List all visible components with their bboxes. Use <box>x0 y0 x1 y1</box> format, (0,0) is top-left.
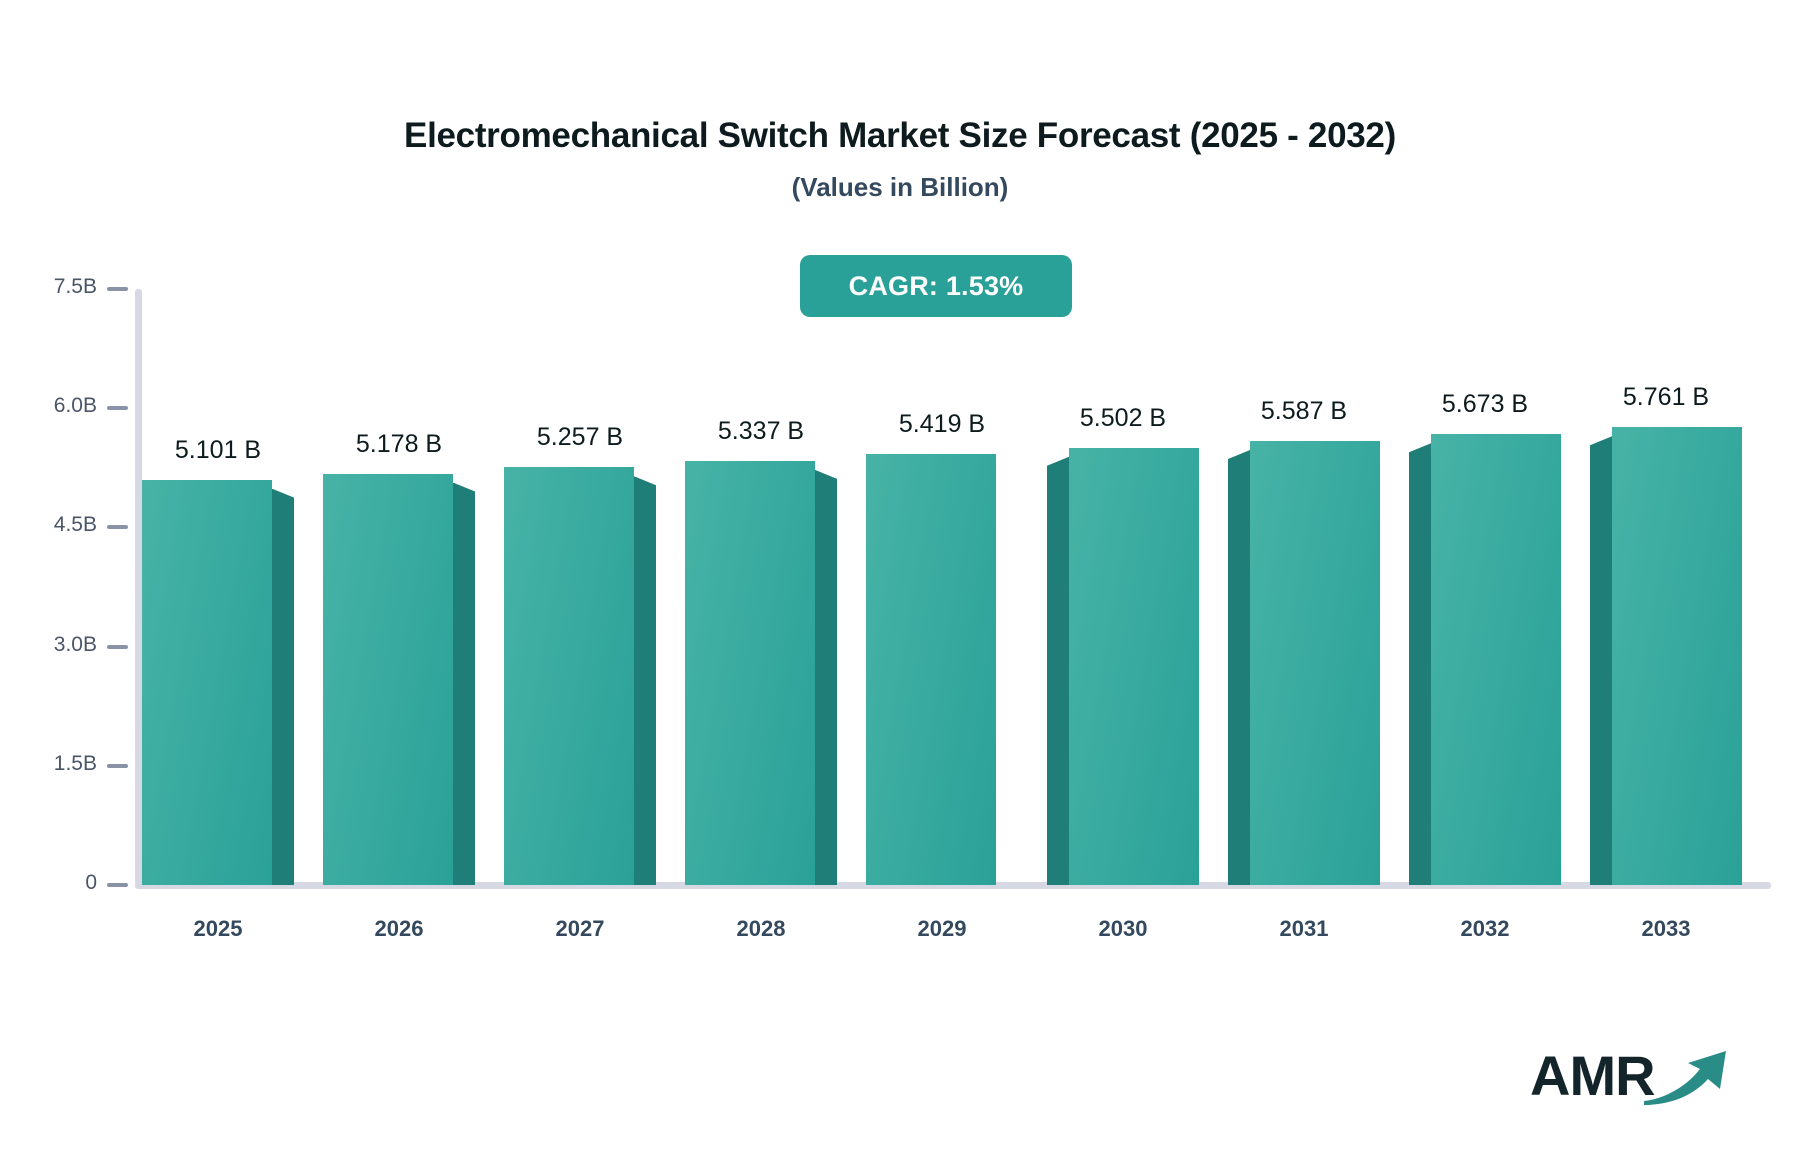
x-axis-tick-label: 2026 <box>374 916 424 941</box>
bar-2026[interactable] <box>323 473 475 885</box>
x-axis-tick-label: 2031 <box>1279 916 1329 941</box>
bar-side-face <box>1590 436 1612 885</box>
y-axis-tick-mark <box>107 406 128 411</box>
y-axis-tick-mark <box>107 763 128 768</box>
chart-subtitle: (Values in Billion) <box>791 172 1009 202</box>
bar-value-label: 5.178 B <box>355 429 443 458</box>
y-axis <box>135 289 142 885</box>
bar-2032[interactable] <box>1409 434 1561 885</box>
bar-front-face <box>1250 441 1380 885</box>
y-axis-tick-label: 7.5B <box>53 275 97 298</box>
y-axis-tick-mark <box>107 525 128 530</box>
bar-value-label: 5.101 B <box>174 435 262 464</box>
x-axis-tick-label: 2033 <box>1641 916 1691 941</box>
bar-side-face <box>815 469 837 885</box>
bar-front-face <box>142 479 272 885</box>
amr-logo-text: AMR <box>1530 1044 1656 1107</box>
bar-2033[interactable] <box>1590 427 1742 885</box>
cagr-badge: CAGR: 1.53% <box>800 255 1072 317</box>
y-axis-tick-mark <box>107 287 128 291</box>
bar-front-face <box>1612 427 1742 885</box>
amr-logo: AMR <box>1530 1035 1730 1113</box>
bar-2030[interactable] <box>1047 447 1199 885</box>
bar-2029[interactable] <box>866 454 1018 885</box>
bar-value-label: 5.257 B <box>536 423 624 452</box>
x-axis-tick-label: 2027 <box>555 916 605 941</box>
bar-front-face <box>1069 447 1199 885</box>
bar-front-face <box>504 467 634 885</box>
x-axis-tick-label: 2029 <box>917 916 967 941</box>
bar-value-label: 5.502 B <box>1079 403 1167 432</box>
y-axis-tick-mark <box>107 644 128 649</box>
bar-2028[interactable] <box>685 460 837 885</box>
y-axis-tick-label: 4.5B <box>53 513 97 537</box>
bar-side-face <box>1228 450 1250 885</box>
growth-arrow-icon <box>1642 1045 1732 1112</box>
bar-side-face <box>1047 456 1069 885</box>
bar-side-face <box>272 488 294 885</box>
bar-2025[interactable] <box>142 479 294 885</box>
bar-front-face <box>323 473 453 885</box>
bar-2031[interactable] <box>1228 441 1380 885</box>
bar-front-face <box>1431 434 1561 885</box>
y-axis-tick-label: 0 <box>85 871 97 894</box>
bar-value-label: 5.761 B <box>1622 383 1710 412</box>
bar-value-label: 5.587 B <box>1260 397 1348 426</box>
x-axis-tick-label: 2028 <box>736 916 786 941</box>
bar-value-label: 5.419 B <box>898 410 986 439</box>
y-axis-tick-label: 3.0B <box>53 632 97 656</box>
x-axis-tick-label: 2025 <box>193 916 243 941</box>
x-axis <box>135 882 1771 889</box>
cagr-badge-label: CAGR: 1.53% <box>848 270 1024 301</box>
bar-front-face <box>866 454 996 885</box>
bar-side-face <box>634 476 656 885</box>
page-title: Electromechanical Switch Market Size For… <box>404 116 1396 155</box>
x-axis-tick-label: 2030 <box>1098 916 1148 941</box>
bar-side-face <box>453 482 475 885</box>
x-axis-tick-label: 2032 <box>1460 916 1510 941</box>
bar-2027[interactable] <box>504 467 656 885</box>
bar-side-face <box>1409 443 1431 885</box>
bar-value-label: 5.337 B <box>717 416 805 445</box>
y-axis-tick-label: 1.5B <box>53 751 97 775</box>
bar-value-label: 5.673 B <box>1441 390 1529 419</box>
y-axis-tick-label: 6.0B <box>53 394 97 418</box>
bar-front-face <box>685 460 815 885</box>
y-axis-tick-mark <box>107 883 128 887</box>
